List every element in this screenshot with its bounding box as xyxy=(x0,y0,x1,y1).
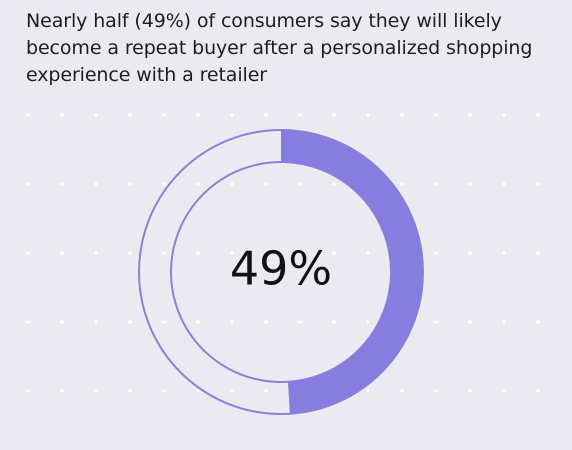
background-dot xyxy=(468,182,472,186)
background-dot xyxy=(230,251,234,255)
background-dot xyxy=(366,320,370,324)
background-dot xyxy=(128,251,132,255)
background-dot xyxy=(536,113,540,117)
background-dot xyxy=(434,251,438,255)
background-dot xyxy=(468,389,472,393)
background-dot xyxy=(26,320,30,324)
background-dot xyxy=(468,113,472,117)
background-dot xyxy=(60,251,64,255)
background-dot xyxy=(400,182,404,186)
background-dot xyxy=(162,320,166,324)
background-dot xyxy=(230,320,234,324)
background-dot xyxy=(264,182,268,186)
background-dot xyxy=(536,320,540,324)
background-dot xyxy=(536,182,540,186)
background-dot xyxy=(434,113,438,117)
background-dot xyxy=(502,251,506,255)
background-dot xyxy=(366,251,370,255)
background-dot xyxy=(230,182,234,186)
background-dot xyxy=(264,320,268,324)
background-dot xyxy=(400,113,404,117)
background-dot xyxy=(502,113,506,117)
background-dot xyxy=(94,113,98,117)
background-dot xyxy=(468,320,472,324)
background-dot xyxy=(94,389,98,393)
background-dot xyxy=(434,320,438,324)
background-dot xyxy=(298,251,302,255)
background-dot xyxy=(264,389,268,393)
background-dot xyxy=(26,182,30,186)
donut-segment-49-percent xyxy=(281,130,423,414)
background-dot xyxy=(60,389,64,393)
background-dot xyxy=(230,113,234,117)
background-dot xyxy=(128,389,132,393)
background-dot xyxy=(400,389,404,393)
background-dot xyxy=(468,251,472,255)
background-dot xyxy=(264,251,268,255)
background-dot xyxy=(196,182,200,186)
background-dot xyxy=(332,320,336,324)
background-dot xyxy=(162,113,166,117)
background-dot xyxy=(536,389,540,393)
background-dot xyxy=(502,182,506,186)
background-dot xyxy=(196,251,200,255)
background-dot xyxy=(196,389,200,393)
background-dot xyxy=(60,320,64,324)
background-dot xyxy=(298,113,302,117)
background-dot xyxy=(60,182,64,186)
background-dot xyxy=(196,320,200,324)
background-dot xyxy=(298,182,302,186)
center-value-label: 49% xyxy=(230,242,332,296)
chart-title: Nearly half (49%) of consumers say they … xyxy=(26,10,533,86)
background-dot xyxy=(94,251,98,255)
background-dot xyxy=(264,113,268,117)
background-dot xyxy=(332,182,336,186)
background-dot xyxy=(366,389,370,393)
background-dot xyxy=(298,320,302,324)
background-dot xyxy=(434,389,438,393)
background-dot xyxy=(332,113,336,117)
background-dot xyxy=(502,389,506,393)
background-dot xyxy=(502,320,506,324)
background-dot xyxy=(230,389,234,393)
background-dot xyxy=(366,113,370,117)
background-dot xyxy=(94,320,98,324)
background-dot-grid xyxy=(26,113,540,393)
background-dot xyxy=(162,389,166,393)
background-dot xyxy=(94,182,98,186)
background-dot xyxy=(128,320,132,324)
background-dot xyxy=(196,113,200,117)
background-dot xyxy=(434,182,438,186)
background-dot xyxy=(26,389,30,393)
background-dot xyxy=(60,113,64,117)
background-dot xyxy=(162,251,166,255)
background-dot xyxy=(128,182,132,186)
background-dot xyxy=(162,182,166,186)
background-dot xyxy=(536,251,540,255)
background-dot xyxy=(26,113,30,117)
background-dot xyxy=(128,113,132,117)
donut-ring xyxy=(138,129,424,415)
background-dot xyxy=(332,251,336,255)
background-dot xyxy=(26,251,30,255)
